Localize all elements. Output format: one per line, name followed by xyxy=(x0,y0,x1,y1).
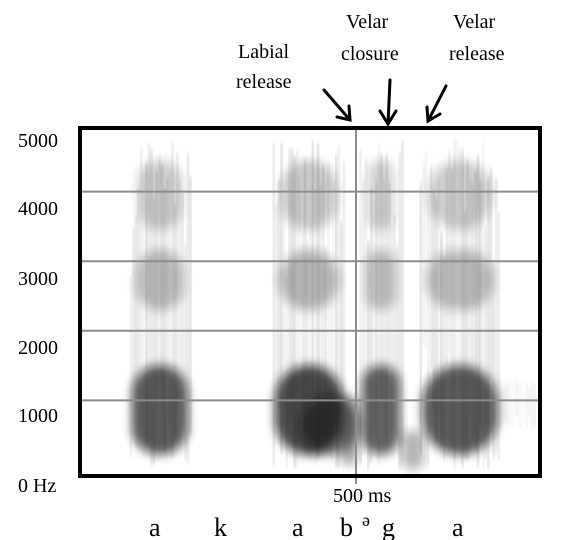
energy-blob xyxy=(520,380,523,430)
y-tick-label: 2000 xyxy=(18,337,58,359)
energy-blob xyxy=(526,382,528,429)
annotation-label: Labial release xyxy=(236,41,294,93)
frequency-gridlines xyxy=(80,190,540,402)
energy-blob xyxy=(280,142,283,454)
energy-blob xyxy=(189,176,192,435)
energy-blob xyxy=(422,365,498,455)
energy-blob xyxy=(130,276,132,459)
energy-blob xyxy=(278,178,280,410)
energy-blob xyxy=(132,365,188,455)
energy-blob xyxy=(523,392,525,423)
energy-blob xyxy=(136,250,184,310)
energy-blob xyxy=(281,160,337,230)
energy-blob xyxy=(425,151,427,349)
spectrogram-energy xyxy=(130,140,536,470)
energy-blob xyxy=(138,160,182,230)
energy-blob xyxy=(428,160,492,230)
y-tick-label: 1000 xyxy=(18,405,58,427)
energy-blob xyxy=(360,149,362,463)
energy-blob xyxy=(275,205,278,425)
segment-label: a xyxy=(292,513,304,540)
energy-blob xyxy=(273,143,275,465)
segment-label: k xyxy=(214,513,227,540)
energy-blob xyxy=(533,383,536,429)
energy-blob xyxy=(343,160,345,402)
energy-blob xyxy=(279,250,339,310)
energy-blob xyxy=(366,250,396,310)
y-tick-label: 4000 xyxy=(18,198,58,220)
energy-blob xyxy=(340,395,358,465)
energy-blob xyxy=(528,386,531,417)
energy-blob xyxy=(402,430,424,470)
energy-blob xyxy=(362,365,400,455)
arrow-labial-release xyxy=(322,88,352,122)
energy-blob xyxy=(531,380,533,430)
arrow-velar-closure xyxy=(378,78,398,127)
y-tick-label: 3000 xyxy=(18,268,58,290)
segment-label: a xyxy=(452,513,464,540)
energy-blob xyxy=(182,192,184,424)
energy-blob xyxy=(505,382,507,423)
annotation-label: Velar closure xyxy=(341,11,399,65)
energy-blob xyxy=(515,380,518,417)
energy-blob xyxy=(500,380,502,428)
energy-blob xyxy=(401,140,404,465)
energy-blob xyxy=(510,380,512,428)
energy-blob xyxy=(368,160,394,230)
energy-blob xyxy=(422,159,425,347)
energy-blob xyxy=(426,250,494,310)
y-tick-label: 0 Hz xyxy=(18,475,56,497)
energy-blob xyxy=(507,381,510,428)
segment-label: b xyxy=(340,513,353,540)
segment-label: g xyxy=(382,513,395,540)
segment-label: ə xyxy=(362,510,370,530)
segment-label: a xyxy=(149,513,161,540)
plot-frame xyxy=(78,126,542,478)
annotation-label: Velar release xyxy=(449,11,505,65)
energy-blob xyxy=(502,385,505,423)
annotation-labial-release: Labial release xyxy=(236,41,294,93)
arrow-velar-release xyxy=(425,84,448,124)
annotation-velar-release: Velar release xyxy=(449,11,505,65)
y-axis-labels: 5000 4000 3000 2000 1000 0 Hz xyxy=(18,130,58,497)
energy-blob xyxy=(518,380,520,429)
energy-blob xyxy=(495,178,497,455)
energy-blob xyxy=(187,152,189,463)
segment-labels: a k a b ə g a xyxy=(149,510,464,540)
energy-blob xyxy=(420,182,422,454)
energy-blob xyxy=(513,380,515,429)
y-tick-label: 5000 xyxy=(18,130,58,152)
annotation-velar-closure: Velar closure xyxy=(341,11,399,65)
energy-blob xyxy=(498,212,500,460)
time-marker-label: 500 ms xyxy=(333,485,392,507)
